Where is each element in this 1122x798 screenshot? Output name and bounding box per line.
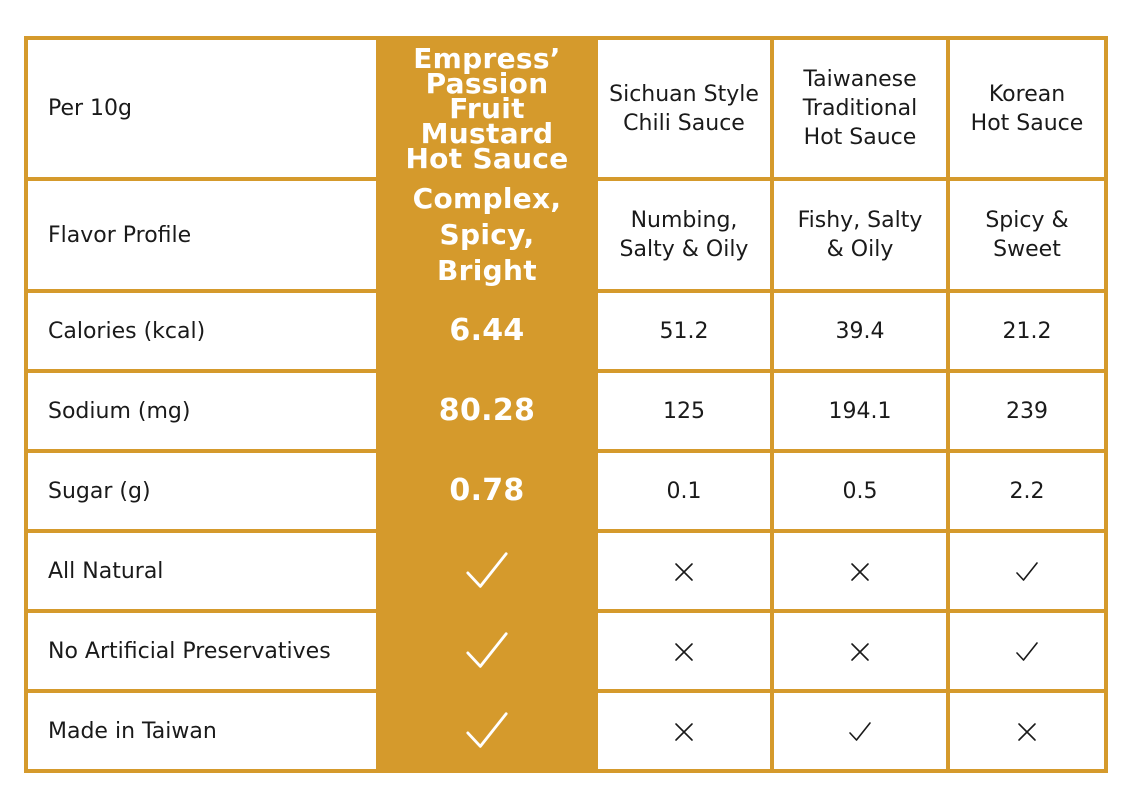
cross-icon (1015, 720, 1039, 744)
value-cell: 0.5 (770, 449, 950, 533)
value-cell: 39.4 (770, 289, 950, 373)
value-cell (594, 609, 774, 693)
row-label: Made in Taiwan (24, 689, 380, 773)
table-row: Sodium (mg) 80.28 125 194.1 239 (24, 369, 1108, 453)
value-cell (594, 689, 774, 773)
comparison-table: Per 10g Empress’ Passion Fruit Mustard H… (24, 36, 1108, 773)
check-icon (1015, 640, 1039, 664)
cross-icon (672, 640, 696, 664)
featured-cell: 0.78 (376, 449, 598, 533)
row-label: All Natural (24, 529, 380, 613)
featured-cell: Complex, Spicy, Bright (376, 177, 598, 293)
table-row: All Natural (24, 529, 1108, 613)
featured-cell (376, 689, 598, 773)
value-cell: 0.1 (594, 449, 774, 533)
row-label: Sodium (mg) (24, 369, 380, 453)
check-icon (464, 628, 510, 674)
check-icon (848, 720, 872, 744)
value-cell: 194.1 (770, 369, 950, 453)
value-cell (770, 689, 950, 773)
table-row: Made in Taiwan (24, 689, 1108, 773)
check-icon (464, 708, 510, 754)
value-cell: Numbing, Salty & Oily (594, 177, 774, 293)
value-cell: 239 (946, 369, 1108, 453)
value-cell (946, 689, 1108, 773)
korean-header: Korean Hot Sauce (946, 36, 1108, 181)
cross-icon (672, 720, 696, 744)
table-row: Calories (kcal) 6.44 51.2 39.4 21.2 (24, 289, 1108, 373)
cross-icon (672, 560, 696, 584)
table-row: Sugar (g) 0.78 0.1 0.5 2.2 (24, 449, 1108, 533)
row-label: Flavor Profile (24, 177, 380, 293)
row-label: No Artificial Preservatives (24, 609, 380, 693)
value-cell (770, 609, 950, 693)
header-row: Per 10g Empress’ Passion Fruit Mustard H… (24, 36, 1108, 181)
check-icon (1015, 560, 1039, 584)
sichuan-header: Sichuan Style Chili Sauce (594, 36, 774, 181)
taiwanese-header: Taiwanese Traditional Hot Sauce (770, 36, 950, 181)
table-row: Flavor Profile Complex, Spicy, Bright Nu… (24, 177, 1108, 293)
featured-cell (376, 609, 598, 693)
row-label: Calories (kcal) (24, 289, 380, 373)
value-cell (946, 609, 1108, 693)
row-label: Sugar (g) (24, 449, 380, 533)
value-cell (946, 529, 1108, 613)
featured-cell (376, 529, 598, 613)
featured-cell: 6.44 (376, 289, 598, 373)
value-cell (594, 529, 774, 613)
value-cell (770, 529, 950, 613)
featured-product-header: Empress’ Passion Fruit Mustard Hot Sauce (376, 36, 598, 181)
value-cell: 51.2 (594, 289, 774, 373)
table-row: No Artificial Preservatives (24, 609, 1108, 693)
value-cell: 2.2 (946, 449, 1108, 533)
featured-cell: 80.28 (376, 369, 598, 453)
value-cell: 125 (594, 369, 774, 453)
cross-icon (848, 640, 872, 664)
value-cell: 21.2 (946, 289, 1108, 373)
per-10g-label: Per 10g (24, 36, 380, 181)
value-cell: Spicy & Sweet (946, 177, 1108, 293)
cross-icon (848, 560, 872, 584)
value-cell: Fishy, Salty & Oily (770, 177, 950, 293)
check-icon (464, 548, 510, 594)
